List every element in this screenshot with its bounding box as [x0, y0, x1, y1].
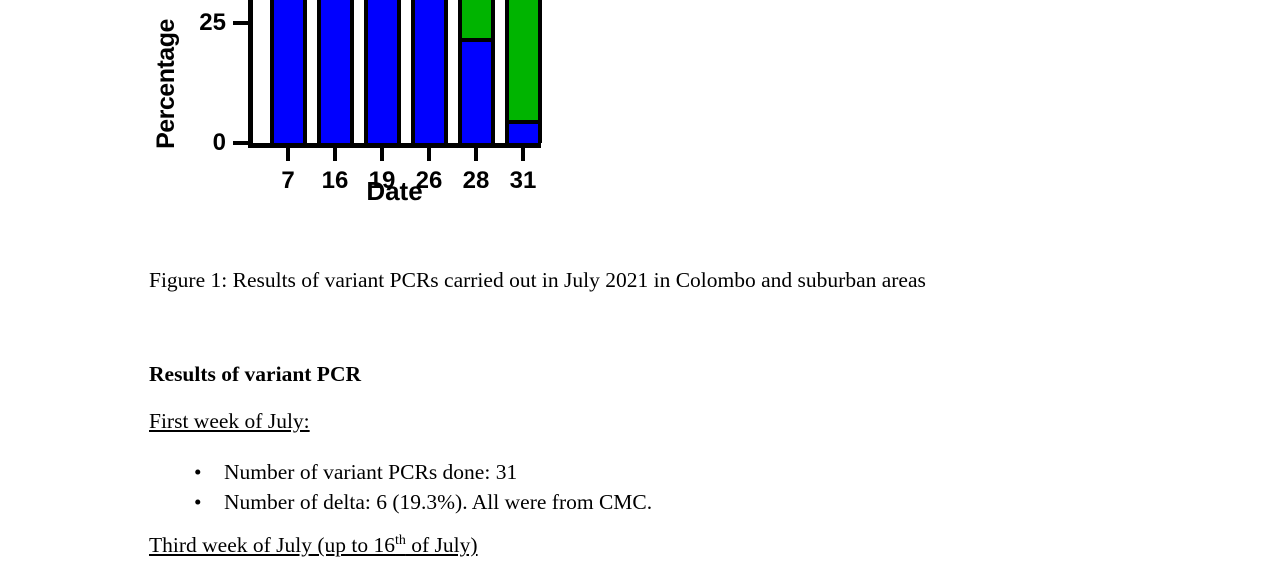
bar-31	[505, 0, 542, 143]
list-item-text: Number of delta: 6 (19.3%). All were fro…	[224, 490, 653, 514]
bar-19	[364, 0, 401, 143]
bullet-marker: •	[194, 460, 202, 484]
bar-16-blue-segment	[321, 0, 350, 143]
bar-28-green-segment	[462, 0, 491, 42]
stacked-bar-chart: Percentage 0 25 50	[152, 0, 576, 232]
bar-26	[411, 0, 448, 143]
subheading-third-week-text-pre: Third week of July (up to 16	[149, 533, 396, 557]
bar-16	[317, 0, 354, 143]
x-tick-19	[380, 148, 384, 161]
y-axis-title: Percentage	[152, 19, 180, 149]
x-tick-31	[521, 148, 525, 161]
x-tick-label-31: 31	[509, 167, 537, 194]
bar-7-blue-segment	[274, 0, 303, 143]
subheading-third-week-text-post: of July)	[405, 533, 478, 557]
bullet-marker: •	[194, 490, 202, 514]
x-tick-label-7: 7	[281, 167, 295, 194]
x-axis-line	[248, 143, 541, 148]
bar-28	[458, 0, 495, 143]
y-tick-label-25: 25	[199, 9, 226, 36]
x-tick-26	[427, 148, 431, 161]
bar-31-green-segment	[509, 0, 538, 124]
bar-26-blue-segment	[415, 0, 444, 143]
bar-31-blue-segment	[509, 124, 538, 143]
x-tick-label-16: 16	[321, 167, 349, 194]
ordinal-suffix: th	[395, 532, 406, 548]
subheading-first-week: First week of July:	[149, 409, 310, 433]
bullet-list: • Number of variant PCRs done: 31 • Numb…	[149, 457, 652, 517]
subheading-third-week: Third week of July (up to 16th of July)	[149, 533, 478, 558]
x-tick-16	[333, 148, 337, 161]
figure-region: Percentage 0 25 50	[0, 0, 1275, 232]
bar-19-blue-segment	[368, 0, 397, 143]
list-item: • Number of delta: 6 (19.3%). All were f…	[149, 487, 652, 517]
list-item-text: Number of variant PCRs done: 31	[224, 460, 518, 484]
x-tick-label-26: 26	[415, 167, 443, 194]
plot-area: 0 25 50	[199, 0, 542, 194]
y-axis-line	[248, 0, 253, 143]
y-tick-0: 0	[213, 129, 248, 156]
x-axis-title: Date	[366, 176, 423, 206]
x-tick-label-19: 19	[368, 167, 396, 194]
y-tick-25: 25	[199, 9, 248, 36]
bar-28-blue-segment	[462, 42, 491, 143]
y-tick-label-0: 0	[212, 129, 226, 156]
x-tick-28	[474, 148, 478, 161]
figure-caption: Figure 1: Results of variant PCRs carrie…	[149, 268, 926, 292]
list-item: • Number of variant PCRs done: 31	[149, 457, 652, 487]
x-tick-7	[286, 148, 290, 161]
bar-7	[270, 0, 307, 143]
section-heading: Results of variant PCR	[149, 362, 361, 386]
x-tick-label-28: 28	[462, 167, 490, 194]
